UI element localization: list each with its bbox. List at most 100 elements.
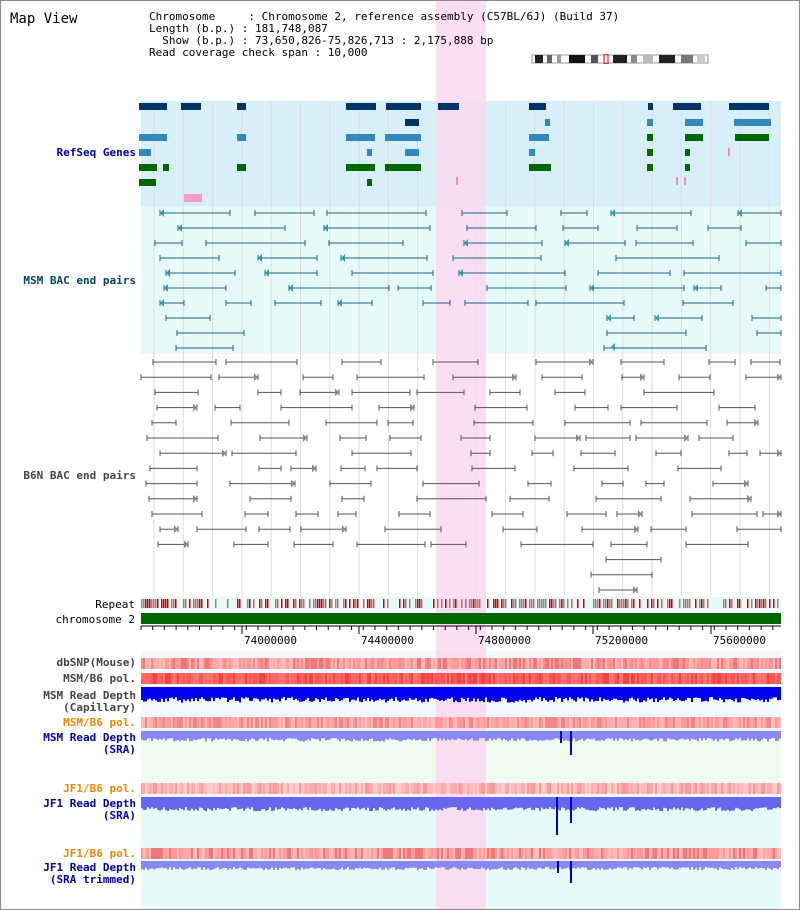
refseq-gene-feature[interactable] <box>673 103 701 110</box>
refseq-gene-feature[interactable] <box>529 103 546 110</box>
refseq-gene-feature[interactable] <box>728 148 730 156</box>
track-label-b6n-bac[interactable]: B6N BAC end pairs <box>23 469 136 482</box>
refseq-gene-feature[interactable] <box>346 164 375 171</box>
jf1-sra-depth-bar <box>563 797 565 808</box>
refseq-gene-feature[interactable] <box>648 103 653 110</box>
track-label-msm-read-depth-capillary[interactable]: MSM Read Depth (Capillary) <box>43 689 136 714</box>
refseq-gene-feature[interactable] <box>676 177 678 185</box>
jf1-trim-depth-bar <box>441 861 443 868</box>
refseq-gene-feature[interactable] <box>367 179 372 186</box>
jf1-pol-trim-heat-cell <box>157 848 159 859</box>
refseq-gene-feature[interactable] <box>456 177 458 185</box>
msm-capillary-depth-bar <box>169 687 171 698</box>
refseq-gene-feature[interactable] <box>139 149 151 156</box>
msm-pol-heat-cell <box>707 673 709 684</box>
refseq-gene-feature[interactable] <box>139 134 167 141</box>
refseq-gene-feature[interactable] <box>685 164 690 171</box>
jf1-pol-heat-cell <box>763 783 765 794</box>
refseq-gene-feature[interactable] <box>685 134 703 141</box>
msm-pol-heat-cell <box>145 673 147 684</box>
track-label-refseq-genes[interactable]: RefSeq Genes <box>56 146 136 159</box>
refseq-gene-feature[interactable] <box>237 103 246 110</box>
refseq-gene-feature[interactable] <box>163 164 169 171</box>
jf1-pol-heat-cell <box>209 783 211 794</box>
refseq-gene-feature[interactable] <box>181 103 201 110</box>
jf1-pol-heat-cell <box>751 783 753 794</box>
refseq-gene-feature[interactable] <box>139 164 157 171</box>
refseq-gene-feature[interactable] <box>734 119 771 126</box>
refseq-gene-feature[interactable] <box>139 103 167 110</box>
jf1-trim-depth-bar <box>661 861 663 868</box>
refseq-gene-feature[interactable] <box>237 134 246 141</box>
refseq-gene-feature[interactable] <box>647 134 653 141</box>
dbsnp-heat-cell <box>295 658 297 669</box>
dbsnp-heat-cell <box>461 658 463 669</box>
refseq-gene-feature[interactable] <box>346 103 376 110</box>
jf1-pol-trim-heat-cell <box>371 848 373 859</box>
jf1-pol-trim-heat-cell <box>357 848 359 859</box>
track-label-repeat[interactable]: Repeat <box>95 598 135 611</box>
track-label-msm-b6-pol-sra[interactable]: MSM/B6 pol. <box>63 716 136 729</box>
dbsnp-heat-cell <box>283 658 285 669</box>
refseq-gene-feature[interactable] <box>685 119 703 126</box>
refseq-gene-feature[interactable] <box>729 103 769 110</box>
msm-bac-marker <box>178 224 182 232</box>
msm-pol-sra-heat-cell <box>247 717 249 728</box>
refseq-gene-feature[interactable] <box>438 103 459 110</box>
refseq-gene-feature[interactable] <box>139 179 156 186</box>
refseq-gene-feature[interactable] <box>685 149 690 156</box>
jf1-pol-heat-cell <box>607 783 609 794</box>
track-label-msm-b6-pol[interactable]: MSM/B6 pol. <box>63 672 136 685</box>
msm-pol-heat-cell <box>175 673 177 684</box>
refseq-gene-feature[interactable] <box>184 194 202 202</box>
refseq-gene-feature[interactable] <box>647 119 653 126</box>
jf1-pol-heat-cell <box>711 783 713 794</box>
msm-sra-depth-bar <box>363 731 365 741</box>
dbsnp-heat-cell <box>495 658 497 669</box>
refseq-gene-feature[interactable] <box>237 164 246 171</box>
repeat-mark <box>417 599 419 608</box>
msm-capillary-depth-bar <box>713 687 715 700</box>
jf1-pol-heat-cell <box>537 783 539 794</box>
refseq-gene-feature[interactable] <box>385 164 421 171</box>
refseq-gene-feature[interactable] <box>405 119 419 126</box>
jf1-trim-depth-bar <box>247 861 249 868</box>
refseq-gene-feature[interactable] <box>346 134 375 141</box>
refseq-gene-feature[interactable] <box>367 149 372 156</box>
refseq-gene-feature[interactable] <box>405 149 419 156</box>
track-label-jf1-b6-pol[interactable]: JF1/B6 pol. <box>63 782 136 795</box>
jf1-sra-depth-bar <box>181 797 183 810</box>
msm-capillary-depth-bar <box>315 687 317 698</box>
refseq-gene-feature[interactable] <box>529 149 535 156</box>
track-label-jf1-b6-pol-trimmed[interactable]: JF1/B6 pol. <box>63 847 136 860</box>
msm-pol-sra-heat-cell <box>145 717 147 728</box>
jf1-sra-depth-bar <box>309 797 311 808</box>
refseq-gene-feature[interactable] <box>386 103 421 110</box>
jf1-pol-heat-cell <box>245 783 247 794</box>
refseq-gene-feature[interactable] <box>529 164 551 171</box>
jf1-pol-heat-cell <box>199 783 201 794</box>
refseq-gene-feature[interactable] <box>529 134 549 141</box>
track-label-jf1-read-depth-sra[interactable]: JF1 Read Depth (SRA) <box>43 797 136 822</box>
dbsnp-heat-cell <box>207 658 209 669</box>
jf1-trim-depth-bar <box>767 861 769 868</box>
jf1-pol-trim-heat-cell <box>753 848 755 859</box>
refseq-gene-feature[interactable] <box>735 134 769 141</box>
jf1-pol-trim-heat-cell <box>777 848 779 859</box>
jf1-pol-heat-cell <box>353 783 355 794</box>
refseq-gene-feature[interactable] <box>385 134 421 141</box>
track-label-chromosome[interactable]: chromosome 2 <box>55 613 135 626</box>
refseq-gene-feature[interactable] <box>647 164 653 171</box>
jf1-pol-trim-heat-cell <box>367 848 369 859</box>
track-label-jf1-read-depth-trimmed[interactable]: JF1 Read Depth (SRA trimmed) <box>43 861 136 886</box>
track-label-dbsnp[interactable]: dbSNP(Mouse) <box>56 656 136 669</box>
jf1-trim-depth-bar <box>427 861 429 868</box>
refseq-gene-feature[interactable] <box>545 119 550 126</box>
msm-pol-heat-cell <box>529 673 531 684</box>
chromosome-ideogram[interactable] <box>531 54 711 64</box>
refseq-gene-feature[interactable] <box>684 177 686 185</box>
msm-pol-sra-heat-cell <box>777 717 779 728</box>
track-label-msm-bac[interactable]: MSM BAC end pairs <box>23 274 136 287</box>
refseq-gene-feature[interactable] <box>647 149 653 156</box>
track-label-msm-read-depth-sra[interactable]: MSM Read Depth (SRA) <box>43 731 136 756</box>
